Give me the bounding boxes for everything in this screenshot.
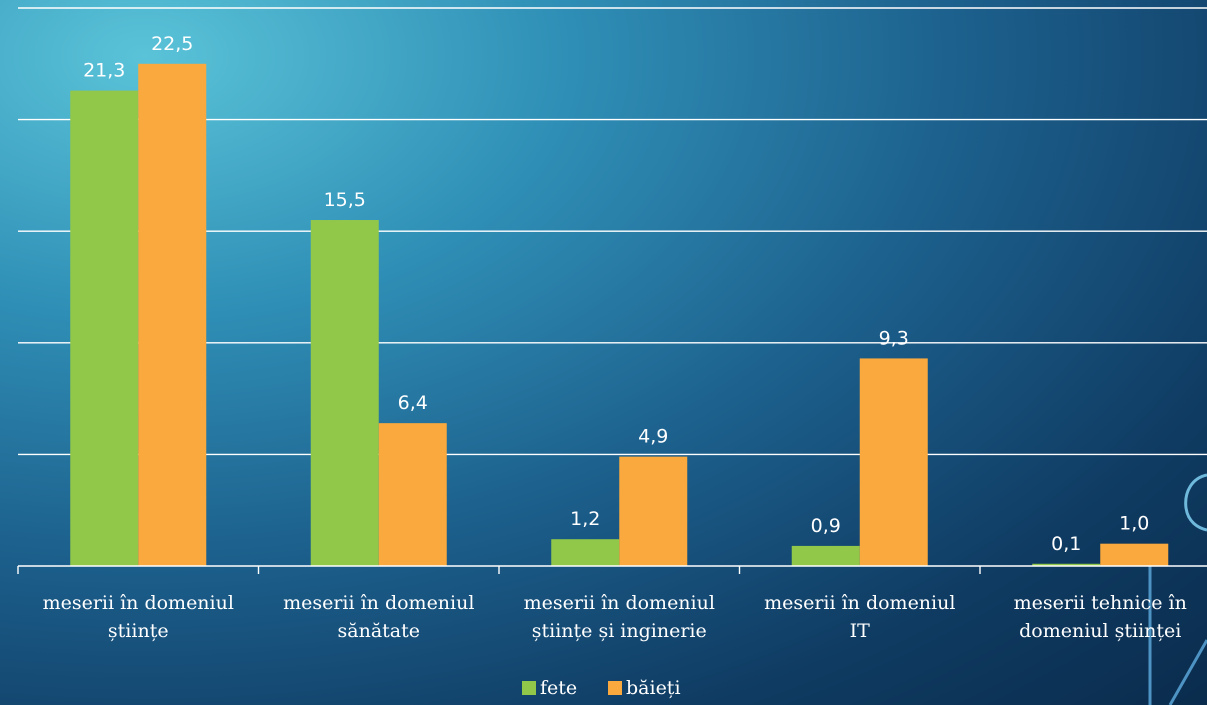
decorative-circuit-shape	[1148, 473, 1207, 705]
legend-label: fete	[540, 677, 577, 699]
bar-baieti	[1100, 543, 1169, 566]
category-label: științe și inginerie	[532, 620, 707, 642]
x-axis	[17, 565, 1207, 574]
bar-baieti	[138, 63, 207, 567]
data-label: 1,0	[1119, 513, 1149, 535]
category-labels: meserii în domeniul științe meserii în dom…	[43, 592, 1187, 642]
bar-baieti	[859, 358, 928, 566]
gridlines	[18, 7, 1207, 456]
legend-label: băieți	[626, 677, 681, 699]
legend-swatch	[608, 681, 622, 695]
category-label: sănătate	[338, 620, 421, 642]
bars	[70, 63, 1169, 567]
data-label: 21,3	[83, 60, 125, 82]
category-label: meserii tehnice în	[1014, 592, 1187, 614]
data-label: 15,5	[324, 189, 366, 211]
category-label: IT	[850, 620, 871, 642]
category-label: meserii în domeniul	[283, 592, 474, 614]
category-label: științe	[108, 620, 169, 642]
data-label: 0,9	[811, 515, 841, 537]
bar-fete	[70, 90, 139, 567]
legend-swatch	[522, 681, 536, 695]
bar-fete	[310, 220, 379, 567]
data-label: 9,3	[879, 327, 909, 349]
data-label: 0,1	[1051, 533, 1081, 555]
data-label: 1,2	[570, 508, 600, 530]
bar-fete	[1032, 563, 1101, 566]
category-label: meserii în domeniul	[524, 592, 715, 614]
bar-fete	[791, 545, 860, 566]
bar-baieti	[378, 423, 447, 566]
legend: fete băieți	[522, 677, 681, 699]
data-label: 4,9	[638, 426, 668, 448]
bar-baieti	[619, 456, 688, 566]
data-label: 22,5	[151, 33, 193, 55]
category-label: domeniul științei	[1019, 620, 1181, 642]
data-labels: 21,3 22,5 15,5 6,4 1,2 4,9 0,9 9,3 0,1 1,0	[83, 33, 1149, 555]
category-label: meserii în domeniul	[764, 592, 955, 614]
data-label: 6,4	[398, 392, 428, 414]
bar-fete	[551, 539, 620, 566]
category-label: meserii în domeniul	[43, 592, 234, 614]
